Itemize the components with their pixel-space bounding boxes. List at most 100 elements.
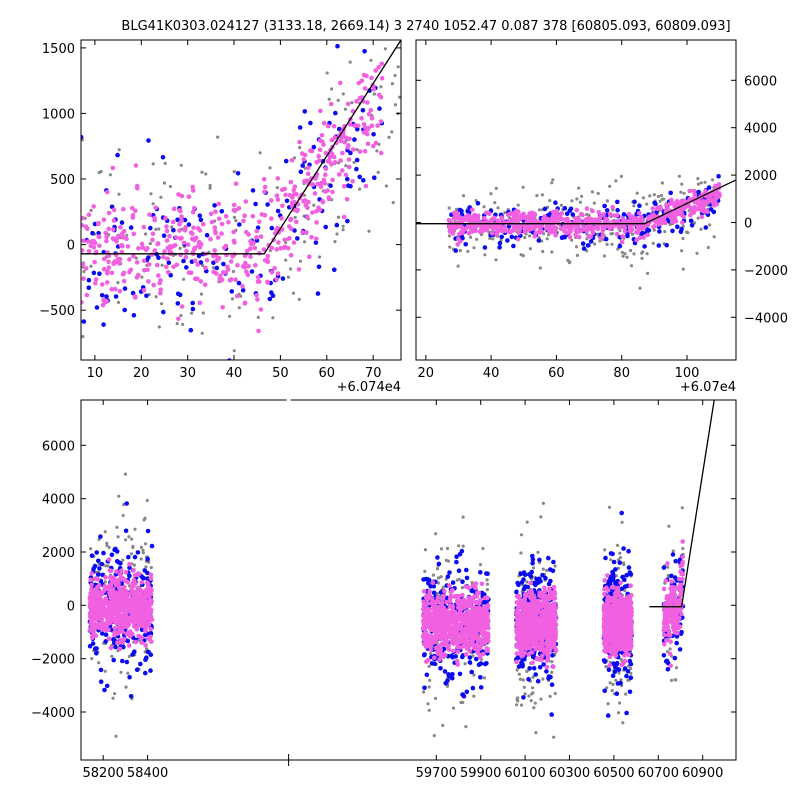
magenta-point <box>231 229 236 235</box>
magenta-point <box>332 135 338 140</box>
grey-point <box>201 263 205 268</box>
grey-point <box>117 494 121 498</box>
magenta-point <box>248 246 253 251</box>
magenta-point <box>283 192 288 198</box>
blue-point <box>511 243 516 249</box>
magenta-point <box>91 244 97 250</box>
grey-point <box>645 202 649 206</box>
grey-point <box>208 186 212 190</box>
magenta-point <box>91 610 97 615</box>
grey-point <box>646 271 650 275</box>
blue-point <box>284 198 290 204</box>
grey-point <box>435 592 439 596</box>
blue-point <box>519 580 525 585</box>
blue-point <box>515 655 521 660</box>
magenta-point <box>646 214 652 220</box>
magenta-point <box>220 305 225 310</box>
magenta-point <box>192 245 198 251</box>
magenta-point <box>111 575 116 580</box>
blue-point <box>280 276 286 281</box>
magenta-point <box>127 562 132 567</box>
grey-point <box>139 545 143 550</box>
grey-point <box>472 694 476 698</box>
magenta-point <box>304 230 309 235</box>
magenta-point <box>118 243 124 248</box>
magenta-point <box>103 596 108 601</box>
blue-point <box>297 125 303 130</box>
plot-area <box>416 174 736 290</box>
blue-point <box>175 291 181 297</box>
blue-point <box>617 244 623 249</box>
blue-point <box>611 577 616 583</box>
blue-point <box>514 589 519 595</box>
magenta-point <box>232 208 238 214</box>
magenta-point <box>111 617 117 622</box>
magenta-point <box>626 218 631 224</box>
x-tick-label: 20 <box>133 366 150 381</box>
magenta-point <box>692 192 698 198</box>
grey-point <box>680 182 684 186</box>
grey-point <box>144 232 148 236</box>
magenta-point <box>183 254 189 260</box>
grey-point <box>303 166 307 170</box>
grey-point <box>455 578 459 582</box>
magenta-point <box>219 221 225 227</box>
blue-point <box>103 632 109 637</box>
magenta-point <box>272 265 277 271</box>
magenta-point <box>117 586 122 591</box>
magenta-point <box>289 158 295 163</box>
magenta-point <box>226 219 231 225</box>
magenta-point <box>144 594 149 599</box>
magenta-point <box>611 223 617 228</box>
magenta-point <box>669 197 674 203</box>
magenta-point <box>141 288 147 293</box>
blue-point <box>505 238 510 243</box>
magenta-point <box>645 232 650 238</box>
blue-point <box>608 551 614 556</box>
magenta-point <box>90 629 96 634</box>
blue-point <box>442 669 448 674</box>
blue-point <box>149 543 155 549</box>
magenta-point <box>596 209 602 215</box>
blue-point <box>619 586 625 592</box>
magenta-point <box>331 154 337 160</box>
grey-point <box>376 170 380 174</box>
blue-point <box>270 293 276 299</box>
blue-point <box>467 655 473 660</box>
grey-point <box>160 263 164 267</box>
magenta-point <box>365 141 371 147</box>
grey-point <box>89 208 93 212</box>
magenta-point <box>430 580 436 586</box>
magenta-point <box>174 262 180 268</box>
magenta-point <box>89 582 94 588</box>
magenta-point <box>112 611 118 617</box>
magenta-point <box>164 224 169 229</box>
magenta-point <box>588 234 594 239</box>
grey-point <box>258 151 262 155</box>
magenta-point <box>93 576 99 581</box>
magenta-point <box>148 572 154 578</box>
magenta-point <box>695 201 701 207</box>
grey-point <box>297 297 301 301</box>
magenta-point <box>104 238 109 244</box>
grey-point <box>618 551 622 555</box>
blue-point <box>99 561 105 567</box>
grey-point <box>343 107 347 111</box>
blue-point <box>134 667 140 672</box>
grey-point <box>336 215 341 219</box>
y-tick-label: 500 <box>50 173 75 188</box>
magenta-point <box>356 80 362 86</box>
magenta-point <box>470 207 475 212</box>
magenta-point <box>314 220 319 225</box>
grey-point <box>107 545 111 550</box>
magenta-point <box>305 205 310 211</box>
blue-point <box>615 207 620 213</box>
blue-point <box>588 239 594 244</box>
magenta-point <box>212 225 218 230</box>
magenta-point <box>672 215 678 221</box>
blue-point <box>237 222 242 227</box>
magenta-point <box>612 213 617 218</box>
blue-point <box>125 638 131 644</box>
magenta-point <box>323 189 328 194</box>
magenta-point <box>496 220 501 226</box>
